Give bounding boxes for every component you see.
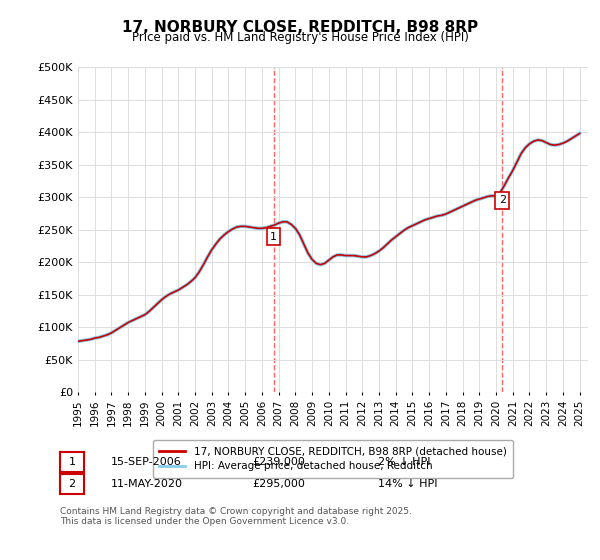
Text: 17, NORBURY CLOSE, REDDITCH, B98 8RP: 17, NORBURY CLOSE, REDDITCH, B98 8RP [122,20,478,35]
Text: Contains HM Land Registry data © Crown copyright and database right 2025.
This d: Contains HM Land Registry data © Crown c… [60,507,412,526]
Text: 1: 1 [68,457,76,467]
Text: 2: 2 [499,195,506,206]
Legend: 17, NORBURY CLOSE, REDDITCH, B98 8RP (detached house), HPI: Average price, detac: 17, NORBURY CLOSE, REDDITCH, B98 8RP (de… [153,440,513,478]
Text: 2: 2 [68,479,76,489]
Text: 15-SEP-2006: 15-SEP-2006 [111,457,182,467]
Text: £239,000: £239,000 [252,457,305,467]
Text: 11-MAY-2020: 11-MAY-2020 [111,479,183,489]
Text: 2% ↓ HPI: 2% ↓ HPI [378,457,431,467]
Text: 1: 1 [270,232,277,242]
Text: 14% ↓ HPI: 14% ↓ HPI [378,479,437,489]
Text: Price paid vs. HM Land Registry's House Price Index (HPI): Price paid vs. HM Land Registry's House … [131,31,469,44]
Text: £295,000: £295,000 [252,479,305,489]
